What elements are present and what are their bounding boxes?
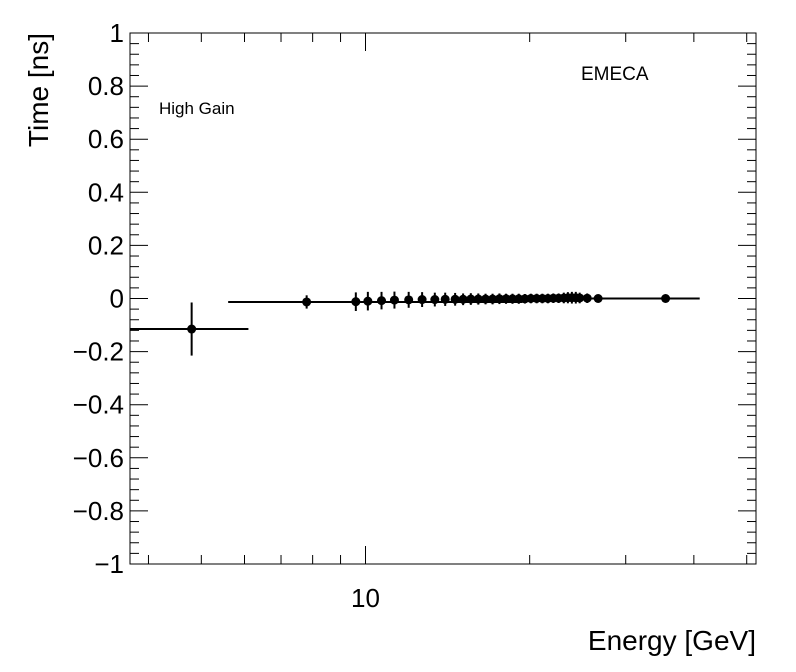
y-axis-title: Time [ns] — [23, 33, 54, 147]
y-tick-label: −0.8 — [73, 496, 124, 526]
data-point — [481, 294, 491, 304]
y-tick-label: 1 — [110, 18, 124, 48]
x-tick-labels: 10 — [351, 583, 380, 613]
data-point — [417, 295, 427, 305]
data-point — [302, 297, 312, 307]
data-point — [507, 294, 517, 304]
data-point — [494, 294, 504, 304]
data-point — [377, 296, 387, 306]
data-point — [661, 294, 671, 303]
x-tick-label: 10 — [351, 583, 380, 613]
axis-ticks — [130, 32, 756, 565]
data-points — [187, 293, 671, 334]
data-point — [404, 295, 414, 305]
data-point — [473, 294, 483, 304]
error-bars — [130, 291, 700, 356]
y-tick-label: 0.6 — [88, 124, 124, 154]
data-point — [593, 294, 603, 303]
data-point — [458, 294, 468, 304]
data-point — [466, 294, 476, 304]
data-point — [430, 295, 440, 305]
data-point — [575, 293, 585, 303]
y-tick-labels: 1 0.8 0.6 0.4 0.2 0 −0.2 −0.4 −0.6 −0.8 −1 — [73, 18, 124, 579]
y-tick-label: −1 — [94, 549, 124, 579]
data-point — [450, 294, 460, 304]
y-tick-label: −0.4 — [73, 390, 124, 420]
y-tick-label: −0.2 — [73, 337, 124, 367]
data-point — [389, 295, 399, 305]
y-tick-label: 0.4 — [88, 177, 124, 207]
data-point — [187, 324, 197, 334]
y-tick-label: 0.8 — [88, 71, 124, 101]
y-tick-label: 0.2 — [88, 230, 124, 260]
annotation-emeca: EMECA — [581, 64, 649, 85]
data-point — [440, 294, 450, 304]
y-tick-label: 0 — [110, 284, 124, 314]
data-point — [488, 294, 498, 304]
data-point — [582, 293, 592, 303]
data-point — [501, 294, 511, 304]
y-tick-label: −0.6 — [73, 443, 124, 473]
x-axis-title: Energy [GeV] — [588, 625, 756, 656]
data-point — [363, 296, 373, 306]
annotation-high-gain: High Gain — [159, 99, 235, 118]
data-point — [351, 297, 361, 307]
